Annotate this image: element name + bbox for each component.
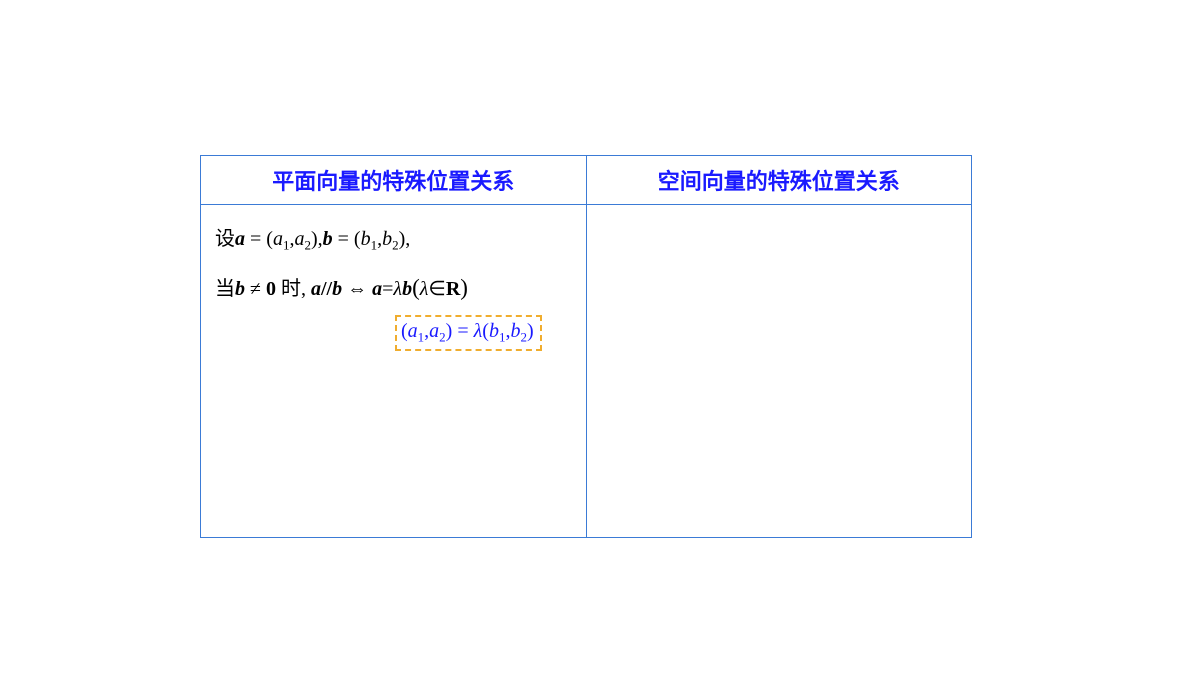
b1: b bbox=[361, 228, 371, 250]
table-body-row: 设a = (a1,a2),b = (b1,b2), 当b ≠ 0 时, a//b… bbox=[201, 205, 971, 537]
eq3: = bbox=[382, 278, 393, 300]
header-left: 平面向量的特殊位置关系 bbox=[201, 156, 587, 204]
open1: ( bbox=[266, 228, 273, 250]
box-a1: a bbox=[408, 320, 418, 342]
eq2: = bbox=[338, 228, 349, 250]
vec-b4: b bbox=[402, 278, 412, 300]
zero: 0 bbox=[266, 278, 276, 300]
condition-line: 当b ≠ 0 时, a//b ⇔ a=λb(λ∈R) bbox=[215, 270, 572, 307]
box-open1: ( bbox=[401, 320, 408, 342]
comparison-table: 平面向量的特殊位置关系 空间向量的特殊位置关系 设a = (a1,a2),b =… bbox=[200, 155, 972, 538]
neq: ≠ bbox=[250, 278, 261, 300]
set-R: R bbox=[446, 278, 460, 300]
comma3: , bbox=[301, 278, 306, 300]
definition-line: 设a = (a1,a2),b = (b1,b2), bbox=[215, 223, 572, 256]
vec-a3: a bbox=[372, 278, 382, 300]
vec-b: b bbox=[323, 228, 333, 250]
a1: a bbox=[273, 228, 283, 250]
comma-end: , bbox=[405, 228, 410, 250]
highlighted-equation: (a1,a2) = λ(b1,b2) bbox=[395, 315, 542, 351]
box-b2: b bbox=[510, 320, 520, 342]
parallel: // bbox=[321, 278, 332, 300]
close1: ) bbox=[311, 228, 318, 250]
box-close1: ) bbox=[446, 320, 453, 342]
in: ∈ bbox=[428, 278, 445, 300]
header-right: 空间向量的特殊位置关系 bbox=[587, 156, 972, 204]
body-left: 设a = (a1,a2),b = (b1,b2), 当b ≠ 0 时, a//b… bbox=[201, 205, 587, 537]
open3: ( bbox=[412, 275, 420, 300]
box-lam: λ bbox=[474, 320, 483, 342]
box-close2: ) bbox=[527, 320, 534, 342]
iff: ⇔ bbox=[347, 278, 367, 300]
box-a2: a bbox=[429, 320, 439, 342]
vec-b2: b bbox=[235, 278, 245, 300]
body-right bbox=[587, 205, 972, 537]
box-b1: b bbox=[489, 320, 499, 342]
close3: ) bbox=[460, 275, 468, 300]
lambda1: λ bbox=[393, 278, 402, 300]
label-dang: 当 bbox=[215, 278, 235, 300]
table-header-row: 平面向量的特殊位置关系 空间向量的特殊位置关系 bbox=[201, 156, 971, 205]
vec-a: a bbox=[235, 228, 245, 250]
box-eq: = bbox=[457, 320, 468, 342]
box-open2: ( bbox=[482, 320, 489, 342]
label-she: 设 bbox=[215, 228, 235, 250]
b2: b bbox=[382, 228, 392, 250]
boxed-wrapper: (a1,a2) = λ(b1,b2) bbox=[215, 307, 572, 351]
open2: ( bbox=[354, 228, 361, 250]
a2: a bbox=[294, 228, 304, 250]
vec-a2: a bbox=[311, 278, 321, 300]
eq1: = bbox=[250, 228, 261, 250]
label-shi: 时 bbox=[281, 278, 301, 300]
vec-b3: b bbox=[332, 278, 342, 300]
